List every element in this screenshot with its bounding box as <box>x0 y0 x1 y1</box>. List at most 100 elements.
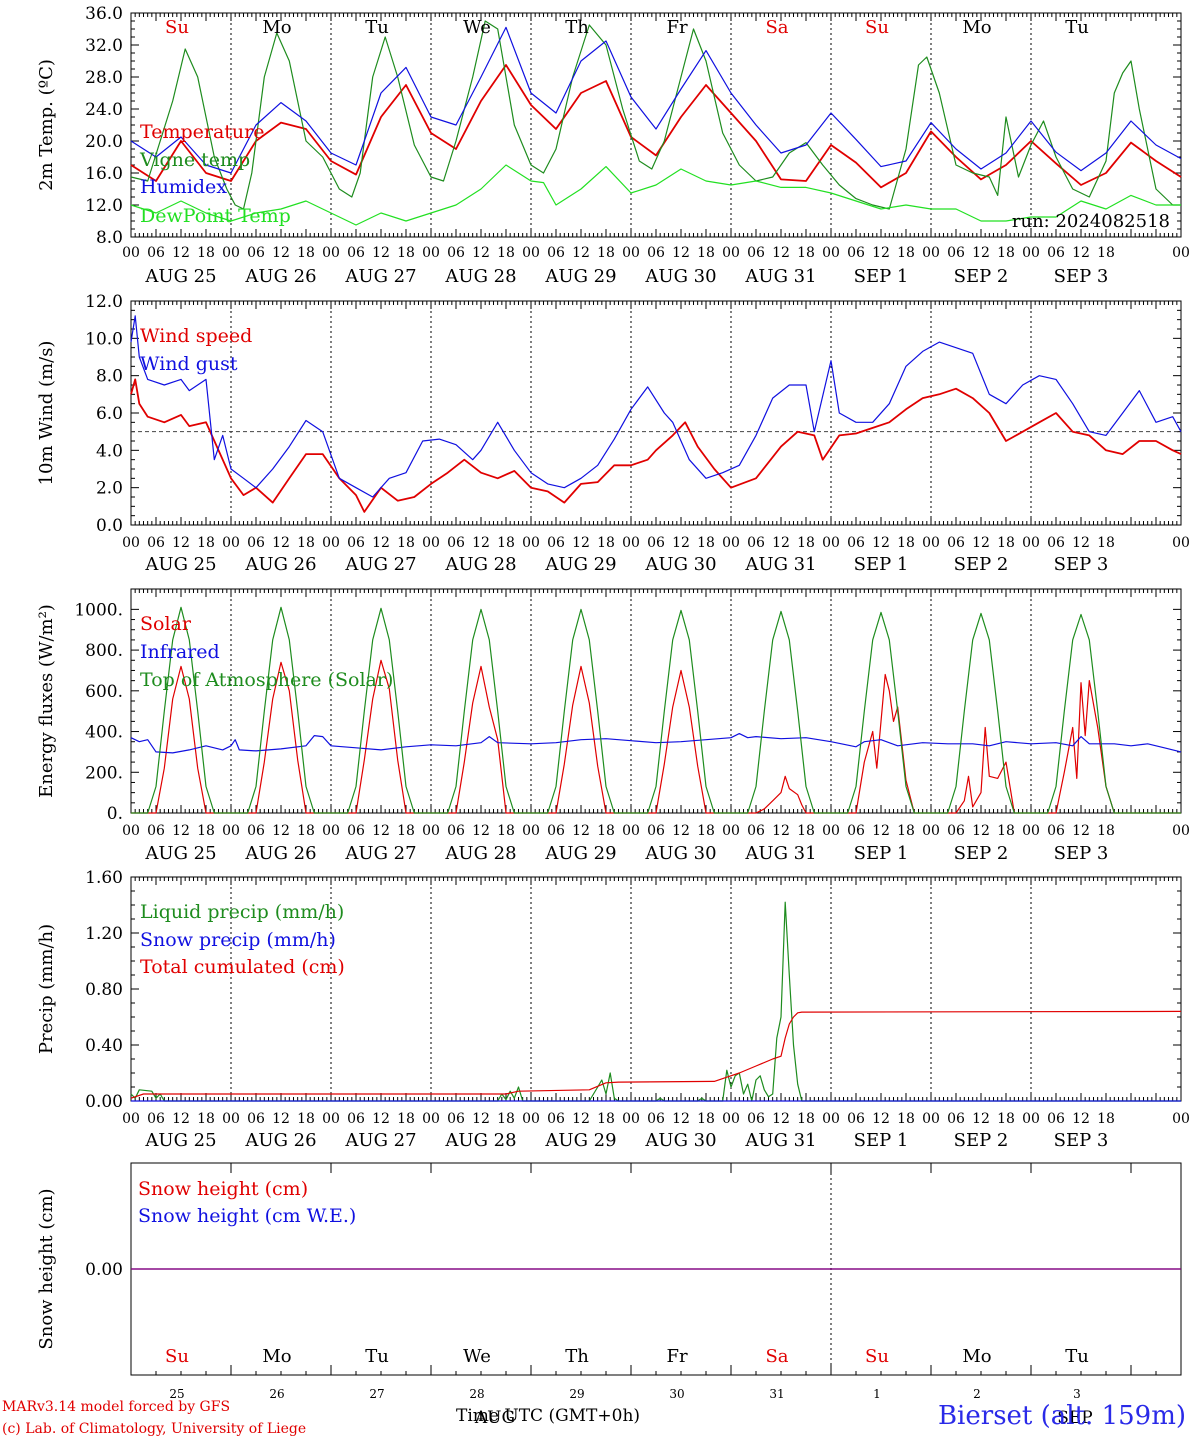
date-label: AUG 31 <box>744 266 816 287</box>
plot-frame <box>130 300 1182 526</box>
hour-label: 18 <box>697 245 715 261</box>
weekday-label: Tu <box>1065 1346 1089 1367</box>
hour-label: 06 <box>347 1111 365 1127</box>
hour-label: 06 <box>947 1111 965 1127</box>
y-tick-label: 4.0 <box>96 441 123 461</box>
hour-label: 18 <box>697 823 715 839</box>
hour-label: 00 <box>1022 535 1040 551</box>
y-tick-label: 16.0 <box>85 164 123 184</box>
weekday-label: Mo <box>962 1346 991 1367</box>
weekday-label: Su <box>865 1346 889 1367</box>
hour-label: 12 <box>172 245 190 261</box>
date-label: SEP 1 <box>854 843 909 864</box>
hour-label: 18 <box>397 1111 415 1127</box>
hour-label: 06 <box>747 1111 765 1127</box>
hour-label: 12 <box>972 535 990 551</box>
hour-label: 18 <box>1097 823 1115 839</box>
legend-temperature: Temperature <box>140 121 264 143</box>
y-tick-label: 2.0 <box>96 479 123 499</box>
y-tick-label: 200. <box>85 763 123 783</box>
legend-humidex: Humidex <box>140 176 227 198</box>
weekday-label: Tu <box>365 17 389 38</box>
hour-label: 12 <box>172 1111 190 1127</box>
weekday-label: Th <box>565 17 589 38</box>
hour-label: 06 <box>947 245 965 261</box>
hour-label: 00 <box>1172 823 1190 839</box>
panel-1: 8.0 12.0 16.0 20.0 24.0 28.0 32.0 36.0 2m Temp. … <box>36 4 1190 287</box>
date-label: AUG 29 <box>544 1130 616 1151</box>
weekday-label: Su <box>165 17 189 38</box>
hour-label: 06 <box>147 1111 165 1127</box>
date-label: AUG 29 <box>544 266 616 287</box>
date-label: AUG 30 <box>644 554 716 575</box>
bottom-day-number: 28 <box>469 1387 484 1401</box>
hour-label: 06 <box>347 823 365 839</box>
date-label: AUG 28 <box>444 266 516 287</box>
hour-label: 18 <box>797 535 815 551</box>
hour-label: 12 <box>972 245 990 261</box>
panel-2: 0.0 2.0 4.0 6.0 8.0 10.0 12.0 10m Wind (m/s) Win… <box>36 292 1190 575</box>
hour-label: 12 <box>672 1111 690 1127</box>
hour-label: 18 <box>497 535 515 551</box>
hour-label: 00 <box>322 245 340 261</box>
hour-label: 12 <box>1072 535 1090 551</box>
hour-label: 06 <box>947 535 965 551</box>
hour-label: 00 <box>222 535 240 551</box>
legend-wind-gust: Wind gust <box>140 353 238 375</box>
date-label: AUG 28 <box>444 1130 516 1151</box>
hour-label: 12 <box>772 535 790 551</box>
hour-label: 06 <box>747 535 765 551</box>
hour-label: 00 <box>722 535 740 551</box>
hour-label: 12 <box>472 245 490 261</box>
hour-label: 18 <box>997 1111 1015 1127</box>
hour-label: 00 <box>222 1111 240 1127</box>
hour-label: 00 <box>422 1111 440 1127</box>
hour-label: 18 <box>397 823 415 839</box>
hour-label: 18 <box>697 1111 715 1127</box>
date-label: SEP 1 <box>854 266 909 287</box>
station-title: Bierset (alt. 159m) <box>937 1401 1186 1431</box>
weekday-label: We <box>463 17 491 38</box>
hour-label: 12 <box>772 245 790 261</box>
hour-label: 12 <box>872 535 890 551</box>
weekday-label: Sa <box>765 1346 788 1367</box>
hour-label: 12 <box>1072 823 1090 839</box>
series-line-humidex <box>130 26 1182 174</box>
hour-label: 00 <box>222 245 240 261</box>
plot-frame <box>130 588 1182 814</box>
weekday-label: Th <box>565 1346 589 1367</box>
hour-label: 12 <box>272 245 290 261</box>
weekday-label: Tu <box>1065 17 1089 38</box>
hour-label: 06 <box>547 535 565 551</box>
hour-label: 00 <box>322 535 340 551</box>
date-label: AUG 29 <box>544 843 616 864</box>
hour-label: 00 <box>522 823 540 839</box>
series-line-solar <box>131 659 1181 814</box>
bottom-day-number: 27 <box>369 1387 384 1401</box>
hour-label: 00 <box>922 823 940 839</box>
hour-label: 00 <box>822 823 840 839</box>
legend-vigne-temp: Vigne temp <box>139 149 250 171</box>
date-label: SEP 2 <box>954 266 1009 287</box>
hour-label: 06 <box>447 535 465 551</box>
hour-label: 06 <box>447 823 465 839</box>
hour-label: 18 <box>497 823 515 839</box>
hour-label: 18 <box>797 245 815 261</box>
hour-label: 00 <box>522 1111 540 1127</box>
series-line-dewpoint-temp <box>130 164 1181 226</box>
weekday-label: We <box>463 1346 491 1367</box>
hour-label: 06 <box>547 1111 565 1127</box>
date-label: AUG 29 <box>544 554 616 575</box>
hour-label: 00 <box>922 535 940 551</box>
date-label: AUG 25 <box>144 843 216 864</box>
panel-4: 0.00 0.40 0.80 1.20 1.60 Precip (mm/h) Liquid … <box>36 868 1190 1151</box>
hour-label: 12 <box>572 535 590 551</box>
hour-label: 00 <box>122 1111 140 1127</box>
hour-label: 06 <box>147 535 165 551</box>
y-axis-label: Snow height (cm) <box>36 1188 57 1349</box>
hour-label: 18 <box>897 1111 915 1127</box>
y-tick-label: 1.60 <box>85 868 123 888</box>
hour-label: 00 <box>922 1111 940 1127</box>
hour-label: 00 <box>122 245 140 261</box>
date-label: AUG 27 <box>344 1130 416 1151</box>
